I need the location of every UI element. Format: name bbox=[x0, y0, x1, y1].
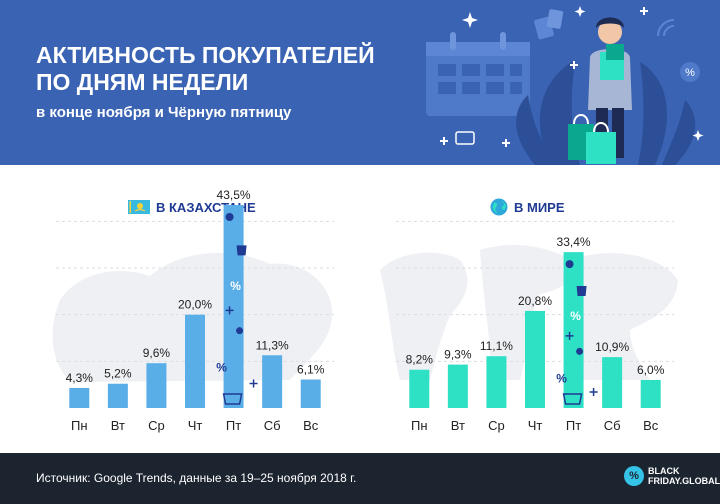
page-subtitle: в конце ноября и Чёрную пятницу bbox=[36, 104, 292, 121]
world-plus-dot-icon bbox=[576, 347, 584, 355]
kz-day-label: Вт bbox=[111, 418, 125, 433]
kz-bars bbox=[69, 205, 321, 408]
world-bar-3 bbox=[486, 356, 507, 408]
world-value-label: 10,9% bbox=[595, 340, 629, 354]
header-banner: АКТИВНОСТЬ ПОКУПАТЕЛЕЙ ПО ДНЯМ НЕДЕЛИ в … bbox=[0, 0, 720, 165]
svg-text:%: % bbox=[685, 67, 695, 79]
globe-icon bbox=[490, 198, 508, 216]
kz-value-label: 4,3% bbox=[66, 371, 94, 385]
kz-percent-icon: % bbox=[216, 360, 227, 374]
kz-bar-chart: 4,3% 5,2% 9,6% 20,0% 43,5% 11,3% 6,1% Пн Вт Ср Чт… bbox=[52, 190, 334, 433]
world-day-label: Сб bbox=[604, 418, 621, 433]
world-day-label: Вс bbox=[643, 418, 659, 433]
world-plus-icon bbox=[589, 387, 598, 396]
source-text: Источник: Google Trends, данные за 19–25… bbox=[36, 471, 357, 485]
kz-bar-5 bbox=[223, 205, 244, 408]
kz-bar-4 bbox=[185, 314, 205, 408]
shopping-illustration: % bbox=[426, 6, 704, 165]
world-bar-1 bbox=[409, 369, 430, 408]
world-day-label: Чт bbox=[528, 418, 543, 433]
kazakhstan-flag-icon bbox=[128, 200, 150, 214]
kz-value-label: 5,2% bbox=[104, 367, 132, 381]
world-plus-dot-icon bbox=[565, 260, 574, 269]
world-value-label: 9,3% bbox=[444, 348, 472, 362]
kz-value-label: 20,0% bbox=[178, 298, 212, 312]
world-percent-icon: % bbox=[556, 372, 567, 386]
world-chart-title: В МИРЕ bbox=[490, 198, 565, 216]
wifi-icon bbox=[657, 19, 675, 37]
world-bar-6 bbox=[602, 357, 623, 408]
kz-plus-dot-icon bbox=[236, 327, 244, 335]
world-day-label: Ср bbox=[488, 418, 505, 433]
kz-basket-icon bbox=[222, 393, 243, 405]
kz-day-label: Чт bbox=[188, 418, 203, 433]
world-value-label: 11,1% bbox=[480, 339, 513, 353]
title-line-2: ПО ДНЯМ НЕДЕЛИ bbox=[36, 69, 249, 95]
kz-plus-icon bbox=[225, 306, 234, 315]
world-chart-title-text: В МИРЕ bbox=[514, 199, 565, 215]
kz-bar-6 bbox=[262, 355, 283, 408]
world-bar-4 bbox=[525, 310, 545, 408]
kz-bar-1 bbox=[69, 387, 90, 408]
world-basket-icon bbox=[562, 393, 583, 405]
calendar-icon bbox=[426, 32, 530, 116]
brand-line-1: BLACK bbox=[648, 466, 680, 476]
sparkle-decoration bbox=[440, 6, 704, 147]
kz-day-label: Пт bbox=[226, 418, 241, 433]
kz-value-label: 11,3% bbox=[256, 338, 289, 352]
kz-shopping-bag-icon bbox=[236, 245, 247, 256]
world-value-labels: 8,2% 9,3% 11,1% 20,8% 33,4% 10,9% 6,0% bbox=[406, 235, 665, 377]
world-bars bbox=[409, 252, 661, 408]
title-line-1: АКТИВНОСТЬ ПОКУПАТЕЛЕЙ bbox=[36, 42, 375, 68]
brand-line-2: FRIDAY.GLOBAL bbox=[648, 476, 720, 486]
world-day-labels: Пн Вт Ср Чт Пт Сб Вс bbox=[411, 418, 659, 433]
world-value-label: 6,0% bbox=[637, 363, 665, 377]
world-bar-2 bbox=[447, 364, 468, 408]
kz-highlight-decor: %% bbox=[216, 213, 258, 405]
kz-bar-2 bbox=[107, 383, 128, 408]
kz-day-label: Пн bbox=[71, 418, 88, 433]
page-title: АКТИВНОСТЬ ПОКУПАТЕЛЕЙ ПО ДНЯМ НЕДЕЛИ bbox=[36, 42, 375, 96]
world-day-label: Пт bbox=[566, 418, 581, 433]
kz-day-labels: Пн Вт Ср Чт Пт Сб Вс bbox=[71, 418, 319, 433]
world-shopping-bag-icon bbox=[576, 285, 587, 296]
kz-bar-3 bbox=[146, 363, 167, 408]
world-value-label: 8,2% bbox=[406, 353, 434, 367]
world-value-label: 20,8% bbox=[518, 294, 552, 308]
world-plus-icon bbox=[565, 331, 574, 340]
kz-value-label: 43,5% bbox=[217, 190, 251, 202]
kz-percent-icon: % bbox=[230, 279, 241, 293]
kz-day-label: Ср bbox=[148, 418, 165, 433]
world-day-label: Вт bbox=[451, 418, 465, 433]
footer-bar: Источник: Google Trends, данные за 19–25… bbox=[0, 453, 720, 504]
kz-value-labels: 4,3% 5,2% 9,6% 20,0% 43,5% 11,3% 6,1% bbox=[66, 190, 325, 385]
kz-plus-dot-icon bbox=[225, 213, 234, 221]
percent-badge-icon: % bbox=[624, 466, 644, 486]
kz-bar-7 bbox=[300, 379, 321, 408]
kz-plus-icon bbox=[249, 379, 258, 388]
world-percent-icon: % bbox=[570, 309, 581, 323]
world-value-label: 33,4% bbox=[557, 235, 591, 249]
world-bar-7 bbox=[640, 380, 661, 408]
shopping-bags-icon bbox=[534, 9, 616, 164]
kz-value-label: 9,6% bbox=[143, 346, 171, 360]
percent-tag-icon: % bbox=[680, 62, 700, 82]
kz-day-label: Вс bbox=[303, 418, 319, 433]
world-highlight-decor: %% bbox=[556, 260, 598, 405]
brand-logo[interactable]: % BLACK FRIDAY.GLOBAL bbox=[624, 466, 720, 486]
world-day-label: Пн bbox=[411, 418, 428, 433]
kz-value-label: 6,1% bbox=[297, 363, 325, 377]
world-bar-chart: 8,2% 9,3% 11,1% 20,8% 33,4% 10,9% 6,0% Пн Вт Ср Ч… bbox=[380, 220, 678, 433]
kz-day-label: Сб bbox=[264, 418, 281, 433]
